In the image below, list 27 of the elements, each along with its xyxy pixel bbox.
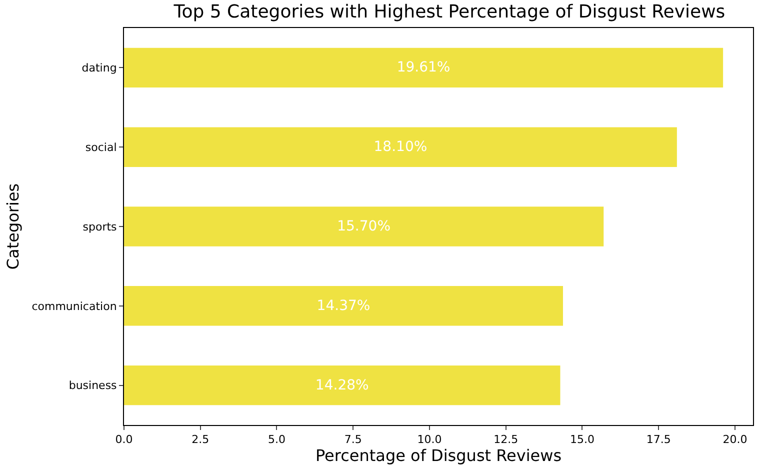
x-tick-label: 10.0 <box>417 433 442 446</box>
y-tick-label: communication <box>32 300 117 313</box>
x-tick-label: 7.5 <box>344 433 362 446</box>
x-tick-label: 0.0 <box>115 433 133 446</box>
bar <box>124 365 560 406</box>
data-label: 15.70% <box>337 218 391 234</box>
y-tick-label: social <box>85 140 117 154</box>
data-label: 19.61% <box>396 60 450 76</box>
x-tick-label: 20.0 <box>722 433 748 446</box>
x-axis-title: Percentage of Disgust Reviews <box>315 446 562 465</box>
data-label: 14.28% <box>315 377 369 394</box>
x-tick-label: 12.5 <box>494 433 518 446</box>
x-tick-label: 2.5 <box>192 433 210 446</box>
data-label: 14.37% <box>316 298 370 314</box>
x-tick-label: 17.5 <box>646 433 671 446</box>
bar <box>124 286 563 326</box>
y-tick-label: business <box>68 379 118 392</box>
y-tick-label: dating <box>82 62 117 75</box>
x-tick-label: 5.0 <box>268 433 286 446</box>
bar <box>124 48 724 88</box>
x-tick-label: 15.0 <box>570 433 594 446</box>
chart-title: Top 5 Categories with Highest Percentage of Disgust Reviews <box>172 1 726 22</box>
y-tick-label: sports <box>82 220 118 234</box>
y-axis-title: Categories <box>4 183 23 270</box>
data-label: 18.10% <box>374 139 428 156</box>
bar <box>124 127 677 167</box>
bar <box>124 206 604 246</box>
